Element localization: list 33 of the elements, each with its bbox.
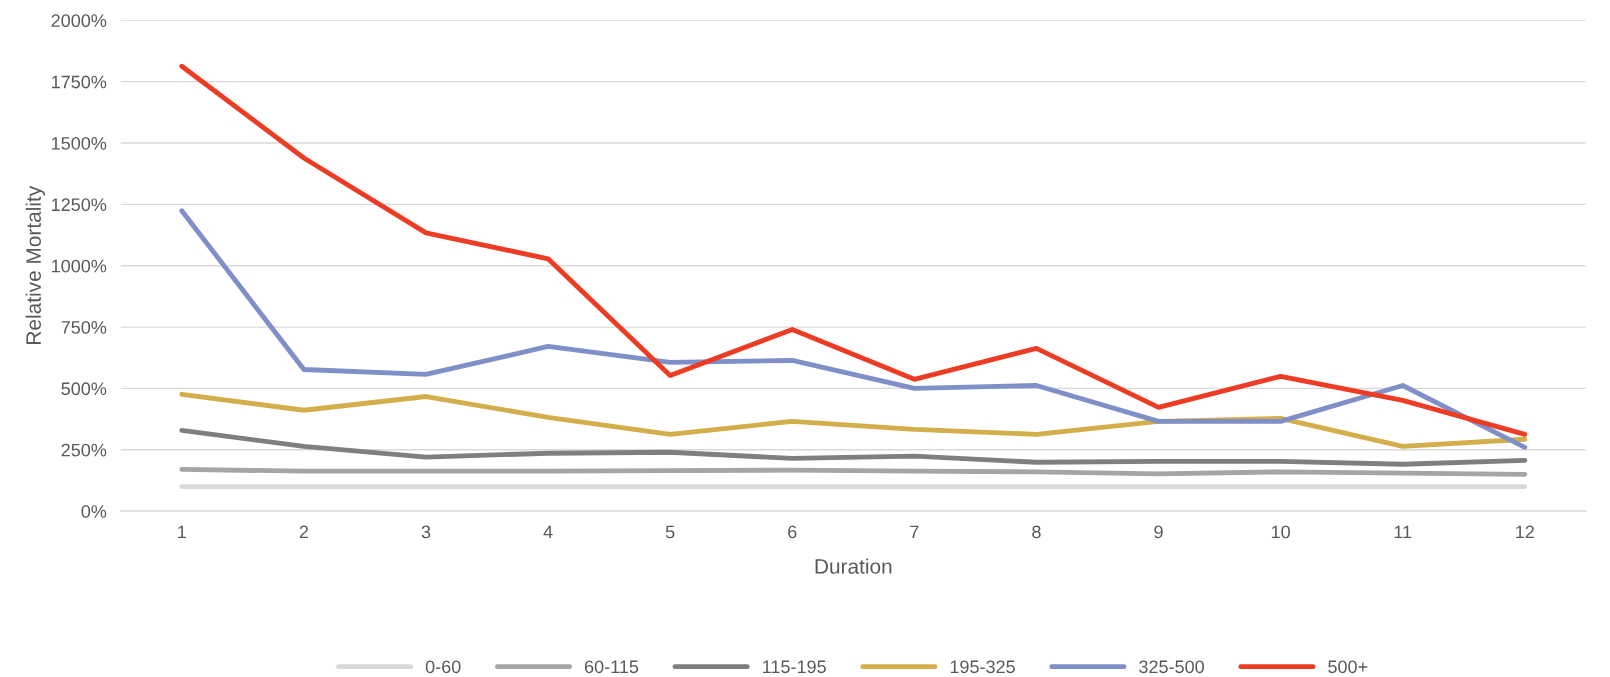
x-tick-label: 7 (910, 525, 919, 539)
line-series (179, 208, 1528, 450)
line-series (179, 427, 1528, 467)
x-tick-label: 10 (1271, 525, 1290, 539)
x-tick-label: 3 (421, 525, 431, 539)
legend-label: 115-195 (763, 660, 826, 674)
y-tick-label: 1750% (52, 75, 107, 89)
x-tick-label: 4 (543, 525, 553, 539)
x-tick-label: 12 (1516, 525, 1534, 539)
line-series (179, 391, 1528, 449)
x-tick-label: 5 (665, 525, 675, 539)
y-tick-label: 0% (81, 505, 107, 518)
x-axis-title: Duration (815, 558, 892, 574)
y-tick-label: 1250% (52, 198, 107, 212)
x-tick-label: 2 (299, 525, 308, 539)
x-tick-label: 11 (1394, 525, 1412, 539)
line-series (179, 63, 1528, 437)
y-tick-label: 250% (61, 443, 107, 457)
legend-label: 0-60 (425, 660, 461, 674)
legend-label: 500+ (1328, 660, 1368, 674)
y-axis-title: Relative Mortality (25, 185, 46, 344)
x-tick-label: 6 (788, 525, 797, 539)
y-tick-label: 2000% (51, 14, 107, 28)
x-tick-label: 9 (1154, 525, 1163, 539)
x-tick-label: 8 (1032, 525, 1041, 539)
legend-label: 325-500 (1139, 660, 1204, 674)
x-tick-label: 1 (178, 525, 186, 539)
legend-label: 195-325 (950, 660, 1015, 674)
legend-label: 60-115 (584, 660, 639, 674)
y-tick-label: 1000% (52, 259, 107, 273)
y-tick-label: 1500% (52, 136, 107, 150)
y-tick-label: 750% (61, 321, 107, 334)
y-tick-label: 500% (61, 382, 107, 396)
